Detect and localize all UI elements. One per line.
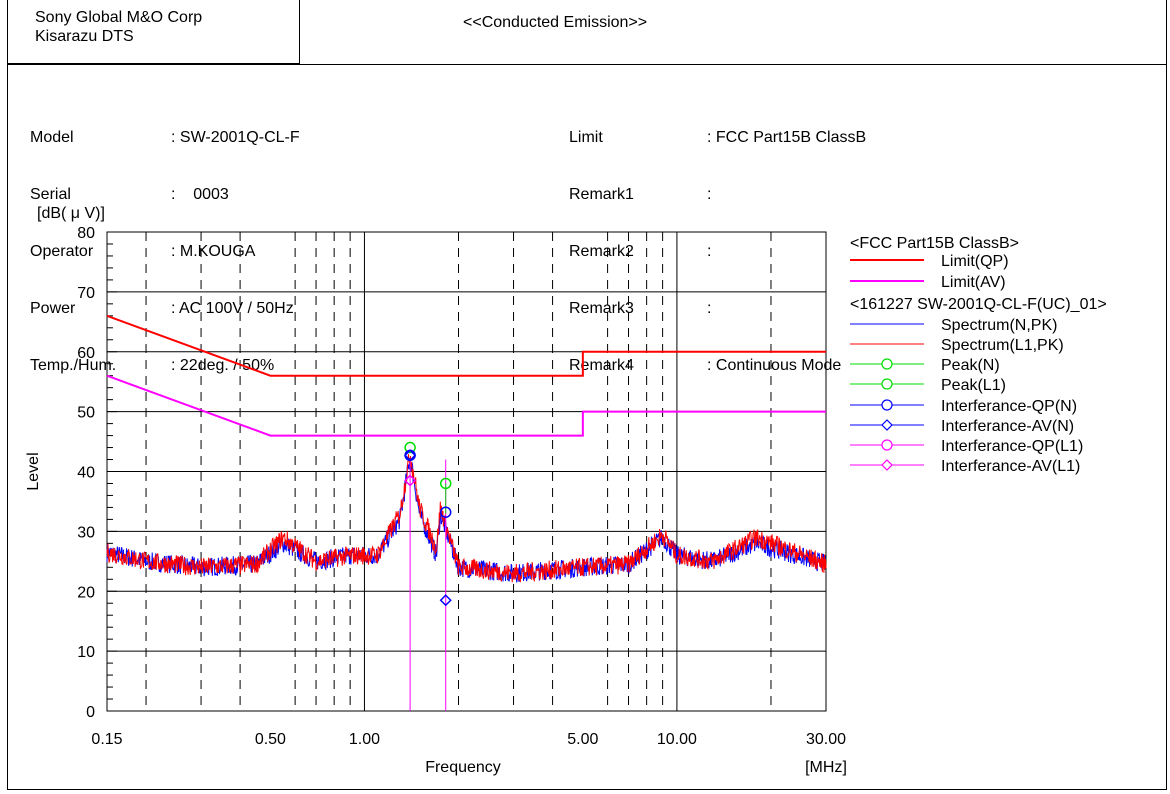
legend-marker — [881, 459, 893, 471]
info-label-temp: Temp./Hum. — [30, 357, 117, 374]
info-value-power: : AC 100V / 50Hz — [171, 300, 294, 317]
info-value-remark2: : — [707, 243, 712, 260]
info-right-labels: Limit Remark1 Remark2 Remark3 Remark4 — [569, 90, 634, 394]
info-label-remark1: Remark1 — [569, 186, 634, 203]
info-label-remark2: Remark2 — [569, 243, 634, 260]
y-tick-label: 70 — [77, 285, 95, 302]
info-label-serial: Serial — [30, 186, 71, 203]
info-value-model: : SW-2001Q-CL-F — [171, 129, 300, 146]
y-tick-label: 40 — [77, 465, 95, 482]
legend-marker — [881, 358, 893, 370]
x-tick-label: 30.00 — [806, 731, 846, 748]
peak-marker — [404, 441, 416, 454]
info-label-remark3: Remark3 — [569, 300, 634, 317]
info-left-values: : SW-2001Q-CL-F : 0003 : M.KOUGA : AC 10… — [171, 90, 300, 394]
company-name: Sony Global M&O Corp — [35, 9, 203, 26]
x-axis-label: Frequency — [425, 759, 501, 776]
y-tick-label: 60 — [77, 345, 95, 362]
spectrum-l1-line — [106, 454, 827, 583]
y-tick-label: 30 — [77, 524, 95, 541]
header-divider — [8, 64, 1166, 65]
interference-qp-marker — [439, 506, 452, 518]
interference-av-marker — [439, 594, 452, 607]
y-tick-label: 20 — [77, 584, 95, 601]
legend-label: Spectrum(L1,PK) — [941, 337, 1064, 354]
info-label-model: Model — [30, 129, 74, 146]
legend-label: Interferance-AV(L1) — [941, 458, 1080, 475]
x-tick-label: 10.00 — [657, 731, 697, 748]
company-site: Kisarazu DTS — [35, 28, 134, 45]
info-label-limit: Limit — [569, 129, 603, 146]
info-left-labels: Model Serial Operator Power Temp./Hum. — [30, 90, 116, 394]
x-tick-label: 1.00 — [349, 731, 380, 748]
info-value-serial: : 0003 — [171, 186, 229, 203]
info-right-values: : FCC Part15B ClassB : : : : Continuous … — [707, 90, 866, 394]
peak-marker — [439, 477, 452, 490]
legend-label: Peak(L1) — [941, 377, 1006, 394]
legend-label: Limit(AV) — [941, 274, 1006, 291]
legend-group-title: <161227 SW-2001Q-CL-F(UC)_01> — [850, 296, 1107, 313]
report-title: <<Conducted Emission>> — [463, 14, 648, 31]
legend-label: Limit(QP) — [941, 253, 1009, 270]
legend-marker — [881, 439, 893, 451]
interference-av-marker — [404, 449, 417, 462]
y-tick-label: 50 — [77, 405, 95, 422]
y-tick-label: 0 — [86, 704, 95, 721]
y-tick-label: 10 — [77, 644, 95, 661]
plot-area — [106, 231, 827, 712]
y-unit-label: [dB( μ V)] — [37, 205, 105, 222]
x-tick-label: 5.00 — [567, 731, 598, 748]
legend-marker — [881, 399, 893, 411]
y-tick-label: 80 — [77, 225, 95, 242]
company-box: Sony Global M&O Corp Kisarazu DTS — [8, 0, 300, 64]
info-value-limit: : FCC Part15B ClassB — [707, 129, 867, 146]
report-frame: Sony Global M&O Corp Kisarazu DTS <<Cond… — [7, 0, 1167, 790]
legend-label: Interferance-QP(L1) — [941, 438, 1083, 455]
info-value-remark1: : — [707, 186, 712, 203]
legend-marker — [881, 378, 893, 390]
legend-label: Peak(N) — [941, 357, 1000, 374]
limit-av-line — [106, 374, 826, 437]
legend-label: Interferance-AV(N) — [941, 418, 1074, 435]
legend-marker — [881, 419, 893, 431]
info-label-power: Power — [30, 300, 76, 317]
info-value-remark4: : Continuous Mode — [707, 357, 842, 374]
info-value-operator: : M.KOUGA — [171, 243, 256, 260]
info-value-temp: : 22deg. / 50% — [171, 357, 275, 374]
x-tick-label: 0.50 — [255, 731, 286, 748]
info-value-remark3: : — [707, 300, 712, 317]
x-unit-label: [MHz] — [805, 759, 847, 776]
limit-qp-line — [106, 314, 826, 377]
legend-label: Spectrum(N,PK) — [941, 317, 1057, 334]
y-axis-label: Level — [25, 452, 42, 490]
x-tick-label: 0.15 — [91, 731, 122, 748]
legend-label: Interferance-QP(N) — [941, 398, 1077, 415]
info-label-operator: Operator — [30, 243, 94, 260]
interference-av-l1-marker — [404, 474, 417, 487]
info-label-remark4: Remark4 — [569, 357, 634, 374]
legend-group-title: <FCC Part15B ClassB> — [850, 235, 1019, 252]
